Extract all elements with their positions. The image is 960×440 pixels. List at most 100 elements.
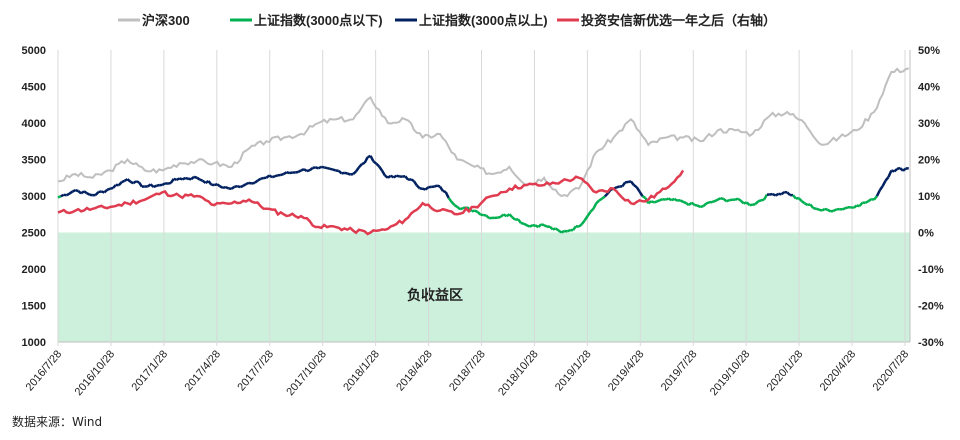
x-tick-label: 2016/10/28 [73, 348, 118, 398]
series-sse-segment [474, 209, 479, 213]
series-sse-segment [308, 167, 314, 172]
y-left-tick-label: 3500 [22, 155, 46, 167]
series-sse-segment [378, 165, 384, 172]
x-tick-label: 2019/7/28 [659, 348, 700, 393]
series-sse-segment [511, 216, 517, 221]
series-sse-segment [714, 198, 719, 203]
series-sse-segment [471, 209, 475, 213]
series-sse-segment [375, 162, 381, 168]
series-sse-segment [638, 191, 644, 197]
series-sse-segment [100, 190, 105, 194]
series-sse-segment [444, 191, 450, 199]
series-sse-segment [239, 184, 244, 189]
series-sse-segment [844, 206, 849, 210]
series-sse-segment [673, 197, 678, 202]
series-sse-segment [187, 177, 192, 181]
series-sse-segment [109, 186, 114, 190]
series-sse-segment [450, 200, 456, 206]
series-sse-segment [393, 174, 398, 179]
series-sse-segment [827, 208, 832, 213]
y-right-tick-label: 50% [918, 45, 940, 57]
y-right-tick-label: -10% [918, 264, 944, 276]
series-sse-segment [332, 168, 337, 172]
series-sse-segment [361, 161, 366, 166]
series-sse-segment [595, 199, 600, 205]
series-sse-segment [121, 179, 126, 184]
series-sse-segment [234, 184, 238, 189]
series-sse-segment [682, 200, 687, 205]
series-sse-segment [508, 213, 514, 219]
series-sse-segment [667, 197, 673, 202]
series-sse-segment [117, 181, 123, 187]
series-sse-segment [740, 199, 745, 205]
series-sse-segment [821, 207, 826, 212]
series-sse-segment [251, 181, 256, 185]
series-sse-segment [453, 204, 459, 208]
series-sse-segment [737, 197, 742, 202]
series-sse-segment [156, 183, 160, 188]
x-tick-label: 2017/4/28 [182, 348, 223, 393]
series-sse-segment [193, 175, 198, 179]
series-sse-segment [436, 184, 441, 188]
series-sse-segment [856, 204, 860, 208]
series-sse-segment [616, 185, 620, 189]
series-sse-segment [75, 188, 79, 193]
series-sse-segment [153, 184, 157, 189]
y-left-tick-label: 1000 [22, 337, 46, 349]
series-sse-segment [812, 206, 817, 210]
series-sse-segment [176, 177, 181, 181]
series-sse-segment [447, 197, 453, 203]
zone-label: 负收益区 [407, 287, 463, 303]
legend-label: 投资安信新优选一年之后（右轴） [581, 13, 776, 28]
series-sse-segment [893, 167, 898, 173]
series-sse-segment [83, 190, 88, 195]
series-sse-segment [219, 185, 224, 189]
series-sse-segment [248, 181, 253, 185]
series-sse-segment [185, 176, 189, 180]
series-sse-segment [300, 168, 305, 172]
series-sse-segment [505, 213, 511, 218]
x-tick-label: 2018/7/28 [447, 348, 488, 393]
series-sse-segment [396, 174, 400, 178]
series-sse-segment [711, 199, 716, 204]
series-sse-segment [369, 155, 375, 162]
series-sse-segment [346, 172, 351, 176]
series-sse-segment [621, 181, 627, 188]
series-sse-segment [146, 183, 152, 188]
series-sse-segment [830, 209, 834, 213]
series-sse-segment [705, 201, 710, 205]
y-left-tick-label: 4000 [22, 118, 46, 130]
series-sse-segment [86, 192, 91, 196]
series-sse-segment [537, 223, 543, 228]
series-sse-segment [592, 202, 598, 210]
series-sse-segment [653, 200, 658, 204]
series-sse-segment [306, 168, 311, 173]
series-sse-segment [881, 180, 887, 187]
series-sse-segment [589, 208, 595, 213]
series-sse-segment [875, 189, 881, 197]
series-sse-segment [323, 166, 328, 170]
series-sse-segment [598, 197, 603, 202]
series-sse-segment [485, 214, 491, 220]
series-sse-segment [456, 205, 462, 211]
series-sse-segment [629, 180, 635, 186]
series-sse-segment [326, 166, 331, 171]
series-sse-segment [422, 187, 426, 191]
series-sse-segment [540, 223, 545, 227]
series-sse-segment [201, 179, 207, 184]
series-sse-segment [265, 174, 271, 179]
series-sse-segment [549, 225, 554, 231]
series-sse-segment [818, 208, 823, 212]
series-sse-segment [890, 169, 895, 173]
series-sse-segment [659, 198, 664, 202]
series-sse-segment [725, 198, 730, 203]
x-tick-label: 2016/7/28 [24, 348, 65, 393]
x-tick-label: 2017/7/28 [235, 348, 276, 393]
series-sse-segment [552, 227, 557, 231]
series-sse-segment [824, 207, 829, 212]
x-tick-label: 2019/4/28 [606, 348, 647, 393]
series-sse-segment [476, 210, 482, 216]
series-sse-segment [135, 180, 140, 184]
series-sse-segment [690, 201, 696, 207]
